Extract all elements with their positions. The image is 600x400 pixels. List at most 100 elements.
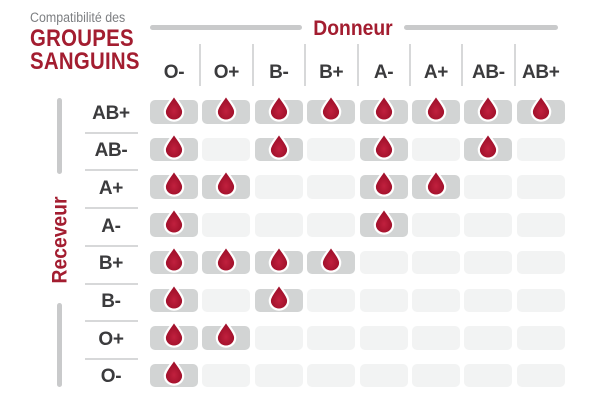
compat-cell-AB--B+ (307, 137, 356, 162)
blood-drop-icon (163, 244, 185, 273)
blood-drop-icon (320, 94, 342, 122)
receiver-axis-text: Receveur (48, 196, 71, 284)
receiver-rule-bottom (57, 303, 62, 387)
compat-cell-AB+-O- (150, 94, 198, 124)
compat-cell-B--A+ (412, 288, 460, 313)
grid-row-O-: O- (85, 357, 577, 397)
compat-cell-O--AB- (464, 363, 513, 388)
blood-drop-icon (163, 169, 185, 198)
receiver-row-label-AB+: AB+ (92, 102, 130, 124)
receiver-row-label-A+: A+ (98, 177, 124, 199)
row-divider (85, 320, 138, 323)
donor-column-headers: O- O+ B- B+ A- A+ AB- AB+ (150, 44, 574, 86)
grid-row-B-: B- (85, 282, 577, 322)
compat-cell-AB--AB+ (516, 137, 565, 162)
blood-drop-icon (268, 244, 290, 273)
column-divider (199, 44, 202, 86)
receiver-row-label-B+: B+ (98, 253, 124, 275)
grid-row-A+: A+ (85, 169, 577, 208)
compat-cell-B+-O- (150, 244, 198, 275)
compat-cell-AB+-AB+ (516, 94, 565, 124)
donor-col-header-A+: A+ (423, 62, 449, 83)
row-divider (85, 131, 138, 134)
grid-row-AB+: AB+ (85, 94, 577, 133)
compat-cell-B--B- (254, 282, 303, 313)
blood-drop-icon (268, 131, 290, 160)
title-line-1: GROUPES (30, 25, 134, 52)
compat-cell-B--AB+ (516, 288, 565, 313)
receiver-rule-top (57, 98, 62, 174)
compat-cell-A--AB- (464, 213, 513, 237)
donor-col-header-O-: O- (163, 62, 185, 83)
compat-cell-AB--O- (150, 131, 198, 162)
blood-drop-icon (268, 94, 290, 122)
compat-cell-B--AB- (464, 288, 513, 313)
blood-drop-icon (163, 94, 185, 122)
column-divider (251, 44, 254, 86)
compat-cell-A+-A+ (412, 169, 460, 199)
compat-cell-AB--AB- (464, 131, 513, 162)
title-line-2: SANGUINS (30, 47, 140, 75)
compat-cell-A--O+ (202, 213, 251, 237)
donor-rule-left (150, 25, 302, 30)
blood-drop-icon (163, 131, 185, 160)
blood-drop-icon (373, 94, 394, 122)
compat-cell-A+-B- (254, 175, 303, 199)
compat-cell-O+-A- (359, 326, 408, 350)
compat-cell-AB+-AB- (464, 94, 513, 124)
compat-cell-O+-AB- (464, 326, 513, 350)
compat-cell-O+-AB+ (516, 326, 565, 350)
compat-cell-O--O+ (202, 363, 251, 388)
compat-cell-AB--A- (359, 131, 408, 162)
compat-cell-A--B- (254, 213, 303, 237)
compat-cell-AB--O+ (202, 137, 251, 162)
compat-cell-O--AB+ (516, 363, 565, 388)
compat-cell-A+-O- (150, 169, 198, 199)
blood-drop-icon (216, 244, 237, 273)
row-divider (85, 244, 138, 247)
compat-cell-O--A- (359, 363, 408, 388)
row-divider (85, 169, 138, 172)
blood-drop-icon (373, 169, 394, 198)
column-divider (409, 44, 411, 86)
blood-drop-icon (268, 282, 290, 311)
blood-drop-icon (163, 320, 185, 348)
blood-drop-icon (216, 94, 237, 122)
blood-drop-icon (478, 131, 499, 160)
compat-cell-AB--A+ (412, 137, 460, 162)
blood-drop-icon (478, 94, 499, 122)
blood-drop-icon (163, 207, 185, 235)
column-divider (304, 44, 307, 86)
blood-drop-icon (163, 357, 185, 386)
blood-drop-icon (163, 282, 185, 311)
donor-col-header-O+: O+ (213, 62, 240, 83)
compat-cell-AB--B- (254, 131, 303, 162)
compat-cell-B+-AB+ (516, 250, 565, 275)
receiver-row-label-AB-: AB- (94, 140, 128, 162)
compatibility-grid: AB+ AB- A+ A- B+ B- (85, 94, 577, 398)
grid-row-O+: O+ (85, 320, 577, 359)
compat-cell-O+-O+ (202, 320, 251, 350)
row-divider (85, 282, 138, 285)
compat-cell-B+-B+ (307, 244, 356, 275)
blood-drop-icon (216, 320, 237, 348)
blood-drop-icon (425, 169, 447, 198)
donor-axis-label: Donneur (313, 17, 393, 40)
compat-cell-A+-AB- (464, 175, 513, 199)
compat-cell-O+-O- (150, 320, 198, 350)
compat-cell-B--O- (150, 282, 198, 313)
compat-cell-A+-A- (359, 169, 408, 199)
chart-title-block: Compatibilité des GROUPES SANGUINS (30, 10, 159, 73)
compat-cell-A--A- (359, 207, 408, 237)
compat-cell-AB+-A+ (412, 94, 460, 124)
compat-cell-A--A+ (412, 213, 460, 237)
grid-row-AB-: AB- (85, 131, 577, 171)
grid-row-B+: B+ (85, 244, 577, 284)
compat-cell-O--O- (150, 357, 198, 388)
blood-drop-icon (216, 169, 237, 198)
compat-cell-B+-AB- (464, 250, 513, 275)
receiver-row-label-O-: O- (100, 366, 122, 388)
receiver-axis-label: Receveur (42, 178, 78, 302)
compat-cell-B+-O+ (202, 244, 251, 275)
